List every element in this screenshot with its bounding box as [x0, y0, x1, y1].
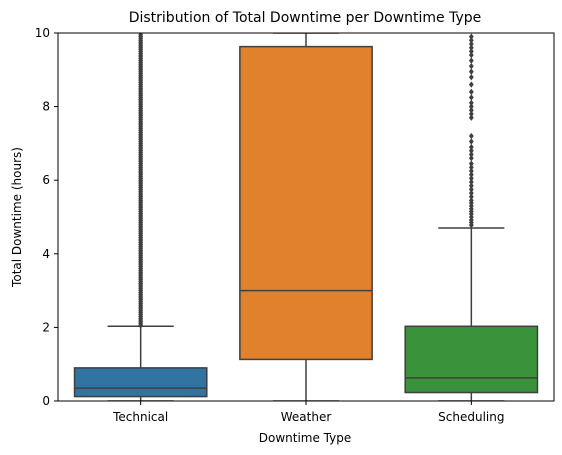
- outlier-point-scheduling: [468, 48, 474, 55]
- x-tick-label: Weather: [281, 410, 332, 424]
- outlier-point-scheduling: [468, 37, 474, 44]
- outlier-point-scheduling: [468, 110, 474, 118]
- outlier-point-scheduling: [468, 160, 474, 167]
- outlier-point-scheduling: [468, 107, 474, 114]
- outlier-point-scheduling: [468, 147, 474, 154]
- x-axis-label: Downtime Type: [259, 431, 352, 445]
- outlier-point-scheduling: [468, 33, 474, 40]
- outlier-point-scheduling: [468, 81, 474, 88]
- boxes-group: [73, 33, 539, 401]
- box-weather: [239, 45, 373, 361]
- y-tick-label: 4: [42, 247, 50, 261]
- outlier-point-scheduling: [468, 171, 474, 178]
- plot-area: 0 2 4 6 8 10 Technical Weather Scheduling: [35, 26, 555, 424]
- x-tick-label: Technical: [112, 410, 168, 424]
- outlier-point-scheduling: [468, 62, 474, 70]
- outlier-point-scheduling: [468, 189, 474, 197]
- y-tick-label: 0: [42, 394, 50, 408]
- y-tick-label: 6: [42, 173, 50, 187]
- outlier-point-scheduling: [468, 167, 474, 175]
- outlier-point-scheduling: [468, 99, 474, 107]
- outlier-point-scheduling: [468, 197, 474, 204]
- outlier-point-scheduling: [468, 132, 474, 140]
- outlier-point-scheduling: [468, 175, 474, 182]
- outlier-point-scheduling: [468, 164, 474, 171]
- chart-title: Distribution of Total Downtime per Downt…: [129, 10, 482, 26]
- outlier-point-scheduling: [468, 51, 474, 59]
- outlier-point-scheduling: [468, 178, 474, 186]
- outlier-point-scheduling: [468, 143, 474, 151]
- y-axis-label: Total Downtime (hours): [10, 147, 24, 288]
- outlier-point-scheduling: [468, 68, 474, 75]
- outlier-point-technical: [138, 33, 144, 39]
- outlier-point-scheduling: [468, 94, 474, 101]
- outlier-point-scheduling: [468, 40, 474, 48]
- outlier-point-scheduling: [468, 57, 474, 64]
- x-tick-label: Scheduling: [438, 410, 504, 424]
- y-tick-label: 8: [42, 100, 50, 114]
- outlier-point-scheduling: [468, 186, 474, 193]
- outlier-point-scheduling: [468, 151, 474, 158]
- outlier-point-scheduling: [468, 154, 474, 162]
- outlier-point-scheduling: [468, 114, 474, 121]
- outlier-point-scheduling: [468, 73, 474, 81]
- outlier-point-scheduling: [468, 138, 474, 145]
- y-tick-label: 2: [42, 320, 50, 334]
- outlier-point-scheduling: [468, 88, 474, 96]
- outlier-point-scheduling: [468, 182, 474, 189]
- outlier-point-scheduling: [468, 193, 474, 200]
- box-technical: [73, 367, 208, 398]
- box-scheduling: [404, 325, 539, 394]
- outlier-point-scheduling: [468, 103, 474, 110]
- outlier-point-scheduling: [468, 44, 474, 51]
- y-tick-label: 10: [35, 26, 50, 40]
